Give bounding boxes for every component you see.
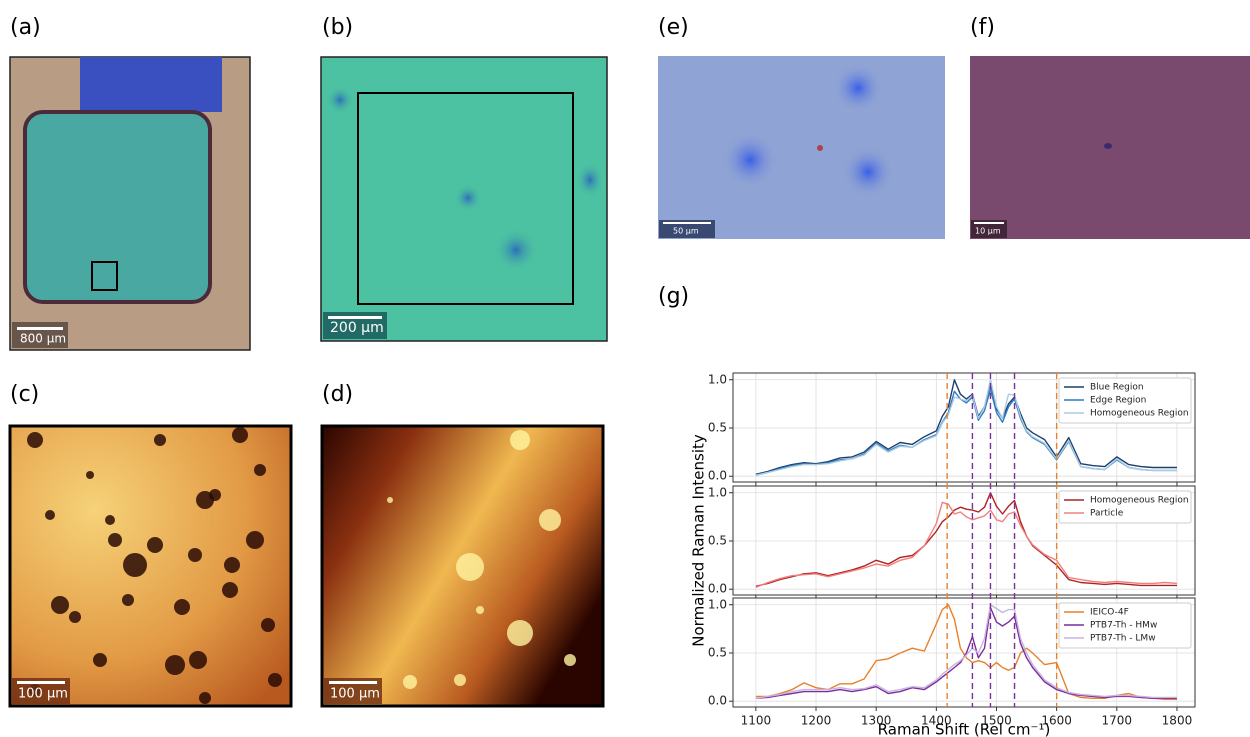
plot-frame <box>732 597 1196 708</box>
series-line <box>755 606 1177 699</box>
spot <box>510 430 530 450</box>
series-line <box>755 501 1178 588</box>
spot <box>189 651 207 669</box>
legend-label: Homogeneous Region <box>1090 496 1189 506</box>
x-tick-label: 1300 <box>861 714 892 728</box>
y-tick-label: 1.0 <box>708 485 727 499</box>
y-tick-label: 0.0 <box>708 694 727 708</box>
x-tick-label: 1600 <box>1041 714 1072 728</box>
spot <box>188 548 202 562</box>
x-tick-label: 1700 <box>1102 714 1133 728</box>
legend-label: Particle <box>1090 509 1124 519</box>
image-d <box>320 424 605 708</box>
scale-bar-label: 50 µm <box>673 227 699 236</box>
series-line <box>755 492 1177 587</box>
y-tick-label: 1.0 <box>708 597 727 611</box>
panel-label: (g) <box>658 284 689 309</box>
spot <box>254 464 266 476</box>
spot <box>246 531 264 549</box>
series-line <box>755 604 1177 699</box>
x-tick-label: 1400 <box>921 714 952 728</box>
spot <box>476 606 484 614</box>
scale-bar-boxes <box>12 678 382 704</box>
x-axis-label: Raman Shift (Rel cm⁻¹) <box>878 721 1051 737</box>
scale-bar-label: 100 µm <box>18 687 68 702</box>
spot <box>45 510 55 520</box>
x-tick-label: 1100 <box>741 714 772 728</box>
spot <box>209 489 221 501</box>
plot-frame <box>732 485 1196 596</box>
series-line <box>755 604 1177 700</box>
y-axis-label: Normalized Raman Intensity <box>690 434 708 647</box>
spot <box>123 553 147 577</box>
spot <box>222 582 238 598</box>
spot <box>108 533 122 547</box>
image-a <box>9 56 251 351</box>
legend-label: PTB7-Th - HMw <box>1090 621 1157 631</box>
spot <box>105 515 115 525</box>
scale-bar-label: 10 µm <box>975 227 1001 236</box>
image-c <box>8 424 293 708</box>
scale-bar-label: 200 µm <box>330 320 384 336</box>
legend-label: Blue Region <box>1090 383 1144 393</box>
legend-label: Edge Region <box>1090 396 1146 406</box>
image-b <box>320 56 608 342</box>
image-e <box>658 56 945 239</box>
spot <box>69 611 81 623</box>
panel-labels: (a) (b) (c) (d) (e) (f) (g) 800 µm 200 µ… <box>10 15 1001 702</box>
x-tick-label: 1500 <box>981 714 1012 728</box>
panel-label: (a) <box>10 15 41 40</box>
x-tick-label: 1800 <box>1162 714 1193 728</box>
spot <box>122 594 134 606</box>
panel-label: (e) <box>658 15 689 40</box>
y-tick-label: 0.5 <box>708 533 727 547</box>
spot <box>456 553 484 581</box>
spot <box>165 655 185 675</box>
spot <box>387 497 393 503</box>
legend-label: IEICO-4F <box>1090 608 1129 618</box>
legend-label: Homogeneous Region <box>1090 409 1189 419</box>
spot <box>174 599 190 615</box>
spot <box>232 427 248 443</box>
spot <box>507 620 533 646</box>
spot <box>261 618 275 632</box>
spot <box>51 596 69 614</box>
spot <box>564 654 576 666</box>
legend-box <box>1058 602 1192 649</box>
image-f <box>970 56 1250 239</box>
scale-bar-label: 800 µm <box>20 332 66 346</box>
spot <box>454 674 466 686</box>
panel-label: (b) <box>322 15 353 40</box>
spot <box>539 509 561 531</box>
spot <box>199 692 211 704</box>
spot <box>93 653 107 667</box>
y-tick-label: 1.0 <box>708 372 727 386</box>
panel-label: (d) <box>322 382 353 407</box>
spot <box>86 471 94 479</box>
y-tick-label: 0.5 <box>708 645 727 659</box>
legend-label: PTB7-Th - LMw <box>1090 634 1156 644</box>
series-line <box>755 379 1177 476</box>
spot <box>268 673 282 687</box>
spot <box>147 537 163 553</box>
panel-label: (f) <box>970 15 995 40</box>
y-tick-label: 0.5 <box>708 420 727 434</box>
legend-box <box>1058 490 1192 524</box>
spot <box>224 557 240 573</box>
panel-label: (c) <box>10 382 39 407</box>
spot <box>403 675 417 689</box>
legend-box <box>1058 377 1192 424</box>
spot <box>154 434 166 446</box>
scale-bar-label: 100 µm <box>330 687 380 702</box>
x-tick-label: 1200 <box>801 714 832 728</box>
spot <box>27 432 43 448</box>
plot-frame <box>732 372 1196 483</box>
y-tick-label: 0.0 <box>708 469 727 483</box>
y-tick-label: 0.0 <box>708 582 727 596</box>
